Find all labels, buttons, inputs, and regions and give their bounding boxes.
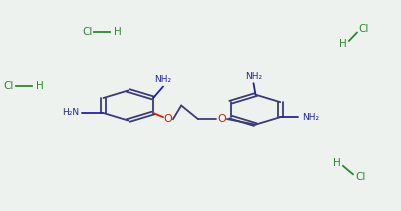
Text: Cl: Cl bbox=[354, 172, 365, 182]
Text: Cl: Cl bbox=[4, 81, 14, 91]
Text: H: H bbox=[114, 27, 122, 37]
Text: NH₂: NH₂ bbox=[244, 72, 261, 81]
Text: O: O bbox=[163, 114, 172, 124]
Text: NH₂: NH₂ bbox=[302, 113, 318, 122]
Text: Cl: Cl bbox=[358, 24, 369, 35]
Text: H: H bbox=[332, 158, 340, 168]
Text: Cl: Cl bbox=[82, 27, 92, 37]
Text: H: H bbox=[36, 81, 44, 91]
Text: H₂N: H₂N bbox=[62, 108, 79, 118]
Text: NH₂: NH₂ bbox=[154, 76, 171, 84]
Text: O: O bbox=[217, 114, 225, 124]
Text: H: H bbox=[338, 39, 346, 49]
